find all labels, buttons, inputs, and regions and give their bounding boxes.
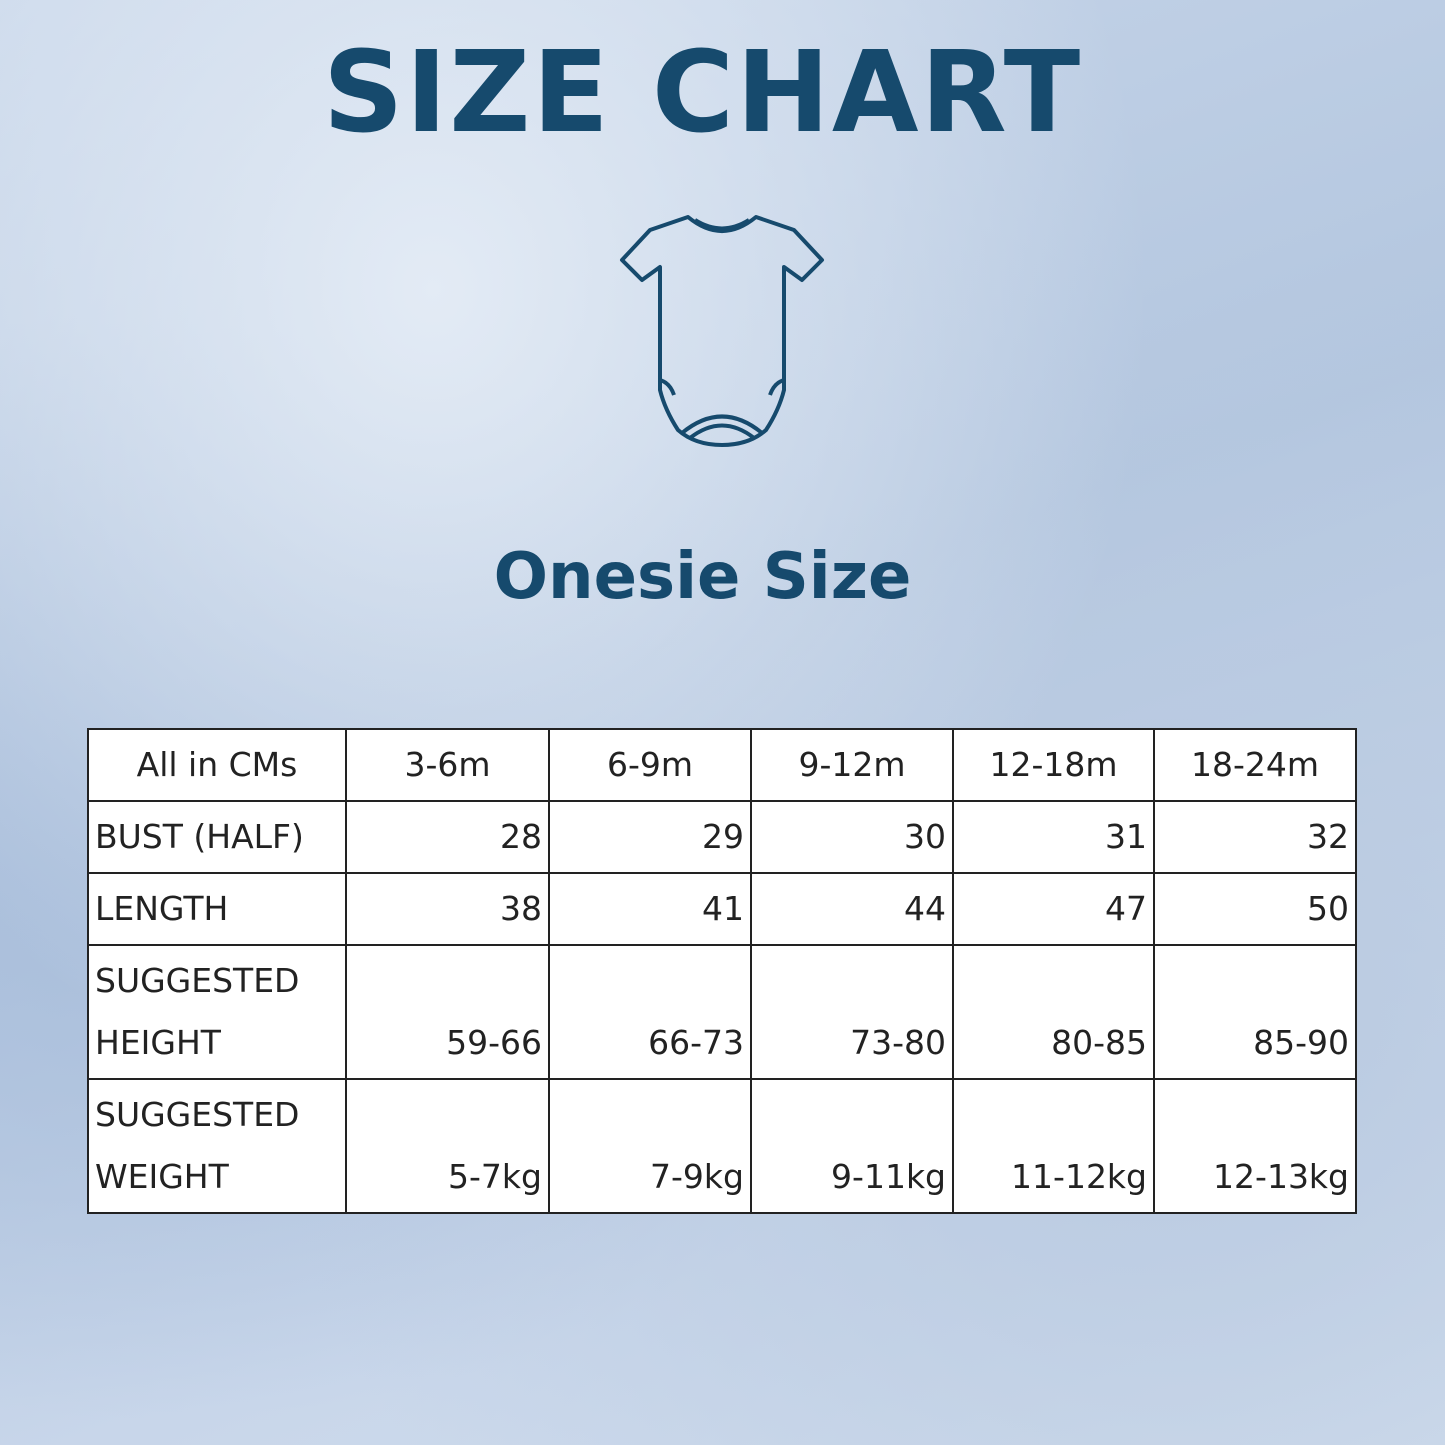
column-header: 3-6m — [345, 728, 550, 802]
cell: 9-11kg — [750, 1078, 954, 1214]
row-label-line: LENGTH — [95, 889, 229, 928]
cell: 73-80 — [750, 944, 954, 1080]
table-row: SUGGESTED WEIGHT 5-7kg 7-9kg 9-11kg 11-12kg 12… — [87, 1078, 1357, 1214]
row-label: SUGGESTED HEIGHT — [87, 944, 347, 1080]
cell: 41 — [548, 872, 752, 946]
row-label-line: SUGGESTED — [95, 961, 300, 1000]
cell: 29 — [548, 800, 752, 874]
cell: 28 — [345, 800, 550, 874]
cell: 50 — [1153, 872, 1357, 946]
row-label-line: HEIGHT — [95, 1023, 221, 1062]
table-row: BUST (HALF) 28 29 30 31 32 — [87, 800, 1357, 874]
cell: 12-13kg — [1153, 1078, 1357, 1214]
table-row: SUGGESTED HEIGHT 59-66 66-73 73-80 80-85 85-90 — [87, 944, 1357, 1080]
cell: 31 — [952, 800, 1155, 874]
row-label-line: SUGGESTED — [95, 1095, 300, 1134]
row-label: BUST (HALF) — [87, 800, 347, 874]
row-label: LENGTH — [87, 872, 347, 946]
column-header: 18-24m — [1153, 728, 1357, 802]
column-header: 6-9m — [548, 728, 752, 802]
row-label-line: WEIGHT — [95, 1157, 229, 1196]
cell: 44 — [750, 872, 954, 946]
cell: 11-12kg — [952, 1078, 1155, 1214]
cell: 7-9kg — [548, 1078, 752, 1214]
cell: 5-7kg — [345, 1078, 550, 1214]
column-header: All in CMs — [87, 728, 347, 802]
subtitle: Onesie Size — [493, 540, 912, 614]
table-row: LENGTH 38 41 44 47 50 — [87, 872, 1357, 946]
column-header: 12-18m — [952, 728, 1155, 802]
cell: 47 — [952, 872, 1155, 946]
cell: 30 — [750, 800, 954, 874]
onesie-icon — [620, 215, 824, 447]
row-label-line: BUST (HALF) — [95, 817, 304, 856]
cell: 38 — [345, 872, 550, 946]
cell: 80-85 — [952, 944, 1155, 1080]
title: SIZE CHART — [322, 28, 1083, 158]
column-header: 9-12m — [750, 728, 954, 802]
cell: 66-73 — [548, 944, 752, 1080]
row-label: SUGGESTED WEIGHT — [87, 1078, 347, 1214]
size-table: All in CMs 3-6m 6-9m 9-12m 12-18m 18-24m BUST … — [87, 728, 1357, 1214]
header-row: All in CMs 3-6m 6-9m 9-12m 12-18m 18-24m — [87, 728, 1357, 802]
cell: 85-90 — [1153, 944, 1357, 1080]
cell: 32 — [1153, 800, 1357, 874]
cell: 59-66 — [345, 944, 550, 1080]
